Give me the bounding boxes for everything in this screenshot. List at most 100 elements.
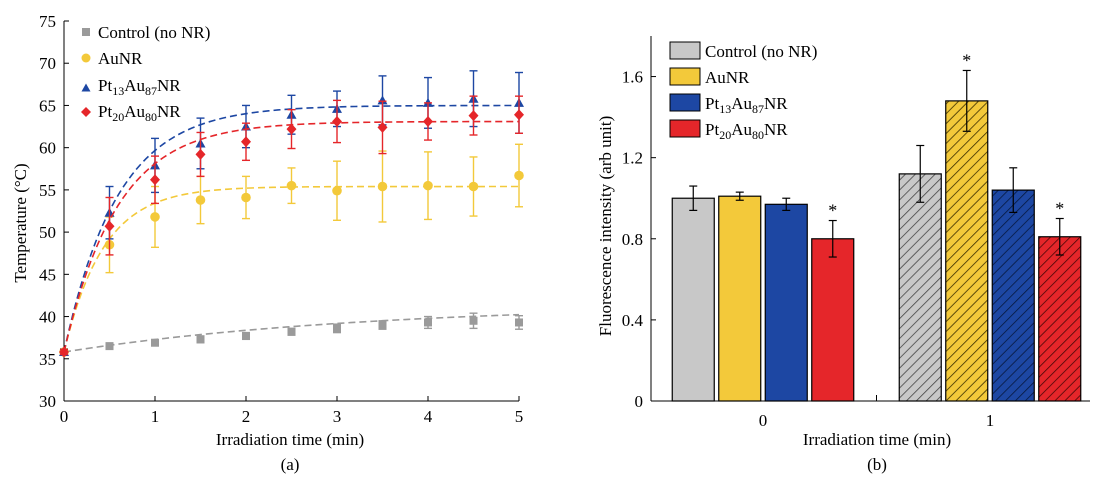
control-data-point (469, 316, 478, 325)
panel-b-x-tick-label: 1 (986, 411, 995, 430)
pt13-data-point (377, 95, 388, 105)
panel-a-x-tick-label: 4 (424, 407, 433, 426)
legend-b-pt13-label: Pt13Au87NR (705, 94, 788, 116)
pt20-data-point (423, 115, 433, 127)
panel-a-y-tick-label: 45 (39, 265, 56, 284)
panel-b-fluorescence-chart: Fluorescence intensity (arb unit) Irradi… (596, 36, 1090, 474)
legend-pt13-marker (81, 83, 91, 92)
legend-aunr-marker (81, 53, 91, 63)
legend-pt20-label: Pt20Au80NR (98, 102, 181, 124)
pt20-bar (811, 238, 855, 402)
aunr-bar (718, 195, 762, 402)
panel-b-label: (b) (867, 455, 887, 474)
aunr-data-point (241, 192, 251, 203)
panel-a-y-tick-label: 50 (39, 223, 56, 242)
control-data-point (151, 338, 159, 347)
legend-pt13-label: Pt13Au87NR (98, 76, 181, 98)
pt13-bar (764, 203, 808, 402)
panel-b-legend: Control (no NR) AuNR Pt13Au87NR Pt20Au80… (669, 41, 817, 142)
aunr-data-point (468, 181, 479, 192)
pt20-data-point (104, 220, 115, 232)
control-bar-error (689, 185, 698, 211)
pt20-data-point (332, 115, 342, 127)
legend-b-pt20-label: Pt20Au80NR (705, 120, 788, 142)
legend-control-label: Control (no NR) (98, 23, 210, 42)
pt20-data-point (195, 148, 206, 160)
panel-b-x-axis-label: Irradiation time (min) (803, 430, 951, 449)
legend-b-pt20-swatch (669, 119, 701, 138)
aunr-bar-error (962, 69, 971, 132)
pt13-bar (991, 189, 1035, 402)
panel-a-temperature-chart: Temperature (°C) Irradiation time (min) … (11, 12, 524, 474)
pt20-data-point (241, 136, 251, 148)
panel-b-y-tick-label: 1.6 (622, 68, 643, 87)
panel-b-x-tick-label: 0 (759, 411, 768, 430)
control-data-point (333, 324, 341, 333)
aunr-bar (945, 100, 989, 402)
legend-pt20-marker (81, 107, 91, 117)
panel-a-x-tick-label: 2 (242, 407, 251, 426)
aunr-data-point (377, 181, 388, 192)
panel-a-y-tick-label: 30 (39, 392, 56, 411)
panel-b-y-tick-label: 0 (635, 392, 644, 411)
control-data-point (424, 318, 432, 327)
panel-a-y-tick-label: 70 (39, 54, 56, 73)
panel-b-y-axis-label: Fluorescence intensity (arb unit) (596, 116, 615, 336)
pt13-bar-error (1009, 167, 1018, 214)
control-bar-error (916, 144, 925, 203)
aunr-data-point (286, 180, 297, 191)
panel-a-y-tick-label: 40 (39, 308, 56, 327)
panel-a-x-tick-label: 5 (515, 407, 524, 426)
pt13-bar-error (782, 197, 791, 211)
control-bar (898, 173, 942, 402)
control-data-point (105, 342, 114, 351)
aunr-data-point (514, 170, 524, 181)
panel-b-y-tick-label: 1.2 (622, 149, 643, 168)
panel-a-label: (a) (281, 455, 300, 474)
panel-a-x-tick-label: 3 (333, 407, 342, 426)
pt20-data-point (377, 121, 388, 133)
panel-a-x-tick-label: 1 (151, 407, 160, 426)
legend-b-control-swatch (669, 41, 701, 60)
panel-a-x-axis-label: Irradiation time (min) (216, 430, 364, 449)
pt20-bar-error (828, 219, 837, 258)
panel-a-y-tick-label: 65 (39, 96, 56, 115)
significance-asterisk: * (962, 50, 971, 70)
panel-b-y-tick-label: 0.8 (622, 230, 643, 249)
control-bar (671, 197, 715, 402)
pt20-bar-error (1055, 217, 1064, 256)
control-data-point (378, 321, 387, 329)
aunr-data-point (150, 212, 160, 222)
aunr-data-point (332, 185, 342, 196)
panel-a-y-tick-label: 55 (39, 181, 56, 200)
panel-a-y-tick-label: 75 (39, 12, 56, 31)
aunr-data-point (423, 180, 433, 191)
pt20-data-point (514, 109, 524, 121)
legend-control-marker (82, 28, 90, 36)
pt13-fit-line (63, 104, 520, 353)
aunr-bar-error (735, 191, 744, 201)
legend-b-aunr-label: AuNR (705, 68, 750, 87)
legend-b-pt13-swatch (669, 93, 701, 112)
panel-a-legend: Control (no NR) AuNR Pt13Au87NR Pt20Au80… (81, 23, 210, 124)
pt20-data-point (150, 174, 160, 186)
aunr-data-point (195, 195, 206, 205)
panel-a-y-tick-label: 35 (39, 350, 56, 369)
control-fit-line (63, 313, 520, 353)
pt20-data-point (59, 346, 69, 358)
panel-a-y-tick-label: 60 (39, 139, 56, 158)
legend-aunr-label: AuNR (98, 49, 143, 68)
legend-b-control-label: Control (no NR) (705, 42, 817, 61)
control-data-point (242, 331, 250, 340)
pt20-data-point (286, 123, 297, 135)
panel-a-y-axis-label: Temperature (°C) (11, 163, 30, 282)
control-data-point (287, 327, 296, 336)
aunr-fit-line (63, 185, 519, 353)
panel-b-y-tick-label: 0.4 (622, 311, 644, 330)
control-data-point (515, 318, 523, 327)
significance-asterisk: * (1055, 199, 1064, 219)
significance-asterisk: * (828, 201, 837, 221)
legend-b-aunr-swatch (669, 67, 701, 86)
pt20-bar (1038, 236, 1082, 402)
